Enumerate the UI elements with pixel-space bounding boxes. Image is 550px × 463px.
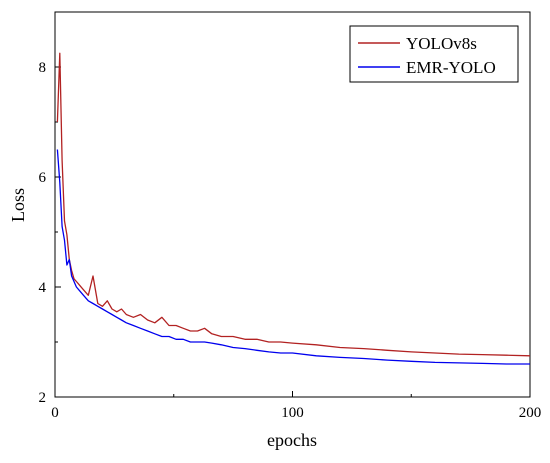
y-axis-label: Loss [8, 188, 28, 222]
y-tick-label: 8 [39, 60, 47, 76]
series-line-emr-yolo [56, 149, 530, 365]
x-axis-label: epochs [267, 430, 317, 450]
x-tick-label: 0 [51, 405, 59, 421]
series-line-yolov8s [56, 52, 531, 357]
y-tick-label: 2 [39, 390, 47, 406]
y-tick-label: 4 [39, 280, 47, 296]
series-layer [56, 52, 531, 365]
legend-box [349, 25, 519, 83]
x-tick-label: 100 [281, 405, 304, 421]
legend-label-yolov8s: YOLOv8s [406, 34, 477, 53]
legend: YOLOv8s EMR-YOLO [349, 25, 519, 83]
y-tick-label: 6 [39, 170, 47, 186]
legend-label-emr-yolo: EMR-YOLO [406, 58, 496, 77]
x-tick-label: 200 [519, 405, 542, 421]
ticks-layer: 0 100 200 2 4 6 8 [39, 60, 542, 421]
